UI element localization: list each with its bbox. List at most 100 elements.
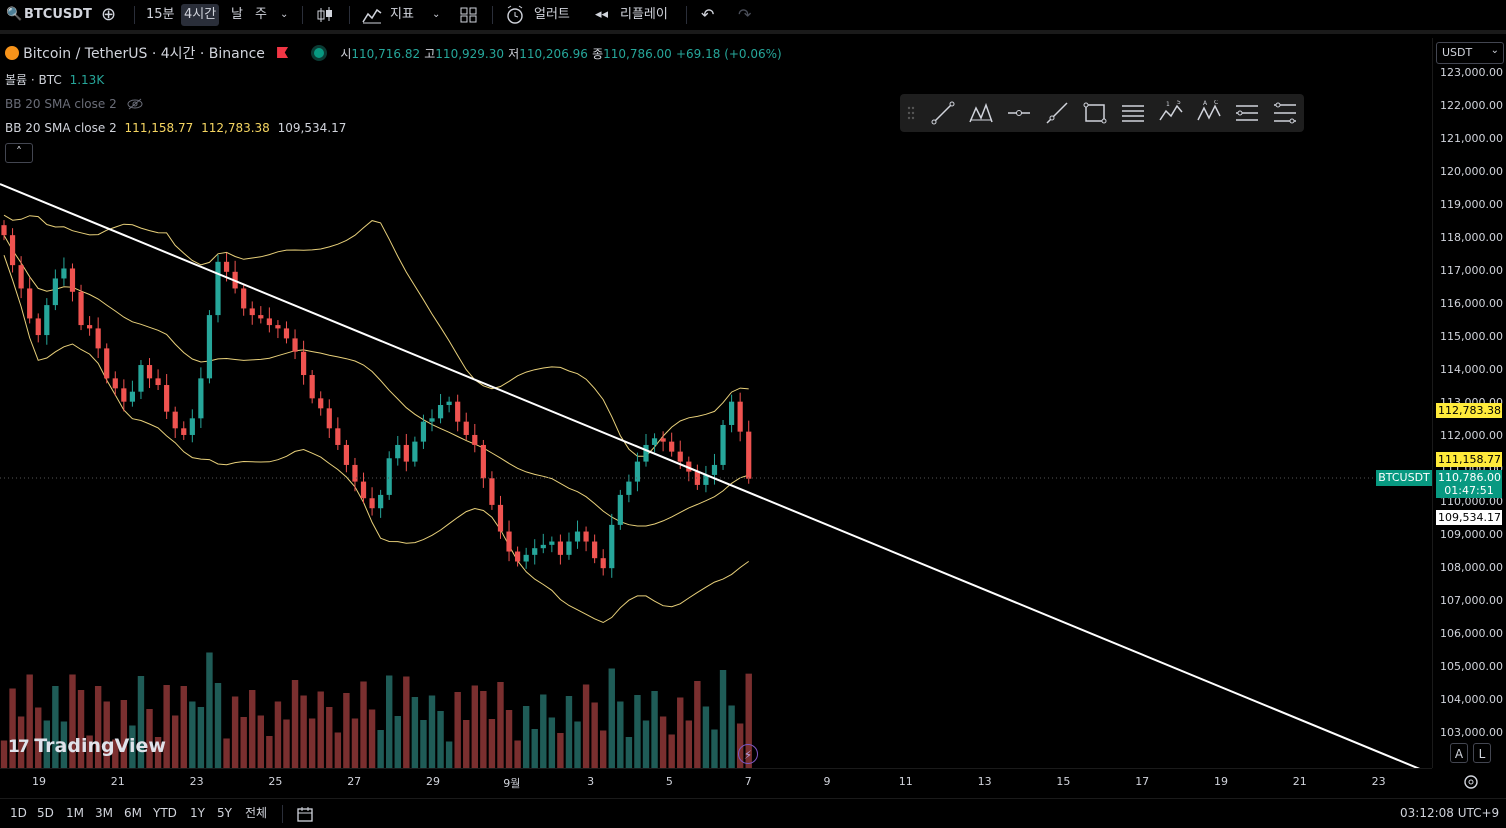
trend-line-icon[interactable] [930, 100, 956, 126]
candle-body [104, 348, 110, 379]
time-axis-label: 23 [189, 775, 204, 788]
interval-4h[interactable]: 4시간 [181, 4, 220, 26]
volume-bar [702, 706, 710, 768]
chart-settings-gear-icon[interactable] [1462, 773, 1480, 791]
price-axis-label: 110,000.00 [1440, 495, 1503, 508]
range-1m[interactable]: 1M [66, 806, 84, 820]
date-range-calendar-icon[interactable] [296, 805, 314, 823]
candlestick-series [1, 220, 752, 578]
volume-bar [548, 717, 556, 768]
volume-bar [86, 735, 93, 768]
auto-scale-button[interactable]: A [1450, 743, 1468, 763]
ray-line-icon[interactable] [1044, 100, 1070, 126]
candle-body [138, 365, 144, 392]
log-scale-button[interactable]: L [1473, 743, 1491, 763]
candle-body [318, 398, 324, 409]
range-6m[interactable]: 6M [124, 806, 142, 820]
bb-legend[interactable]: BB 20 SMA close 2 111,158.77 112,783.38 … [5, 119, 346, 137]
price-axis-label: 116,000.00 [1440, 297, 1503, 310]
currency-select[interactable]: USDT ⌄ [1436, 42, 1504, 64]
lightning-event-icon[interactable]: ⚡ [738, 744, 758, 764]
volume-legend[interactable]: 볼륨 · BTC 1.13K [5, 71, 104, 89]
range-all[interactable]: 전체 [245, 806, 268, 820]
legend-title[interactable]: Bitcoin / TetherUS · 4시간 · Binance [23, 46, 265, 62]
volume-histogram [0, 652, 752, 768]
legend-collapse-chevron-up-icon[interactable]: ˄ [5, 143, 33, 163]
volume-bar [240, 717, 247, 768]
fib-retracement-icon[interactable] [1120, 100, 1146, 126]
volume-bar [180, 686, 187, 768]
flag-icon[interactable] [277, 47, 289, 58]
volume-bar [35, 707, 42, 768]
volume-bar [146, 709, 153, 768]
bb-label: BB 20 SMA close 2 [5, 121, 117, 135]
candle-body [600, 558, 606, 569]
horizontal-ray-icon[interactable] [1006, 100, 1032, 126]
volume-bar [463, 720, 470, 768]
undo-icon[interactable]: ↶ [701, 5, 715, 24]
candle-body [566, 541, 572, 555]
price-axis-label: 106,000.00 [1440, 627, 1503, 640]
candle-body [121, 388, 127, 402]
redo-icon[interactable]: ↷ [738, 5, 752, 24]
time-axis[interactable]: 19 21 23 25 27 29 9월 3 5 7 9 11 13 15 17 19 21 23 [0, 768, 1432, 795]
interval-day[interactable]: 날 [231, 7, 243, 22]
candle-body [506, 531, 512, 552]
eye-hidden-icon[interactable] [127, 98, 143, 110]
pattern-tool-icon[interactable] [968, 100, 994, 126]
range-5d[interactable]: 5D [37, 806, 54, 820]
alarm-clock-icon[interactable] [505, 5, 525, 25]
rectangle-tool-icon[interactable] [1082, 100, 1108, 126]
interval-chevron-down-icon[interactable]: ⌄ [280, 9, 289, 20]
range-1d[interactable]: 1D [10, 806, 27, 820]
utc-clock[interactable]: 03:12:08 UTC+9 [1400, 806, 1500, 820]
range-1y[interactable]: 1Y [190, 806, 205, 820]
range-5y[interactable]: 5Y [217, 806, 232, 820]
time-axis-label: 19 [32, 775, 46, 788]
price-axis-label: 123,000.00 [1440, 66, 1503, 79]
layout-grid-icon[interactable] [460, 7, 478, 23]
volume-bar [505, 710, 513, 768]
toolbar-divider [686, 6, 687, 24]
compare-add-icon[interactable]: ⊕ [101, 4, 117, 25]
price-axis-label: 122,000.00 [1440, 99, 1503, 112]
volume-bar [223, 738, 230, 768]
candle-body [643, 444, 649, 462]
candle-body [189, 418, 195, 435]
time-axis-label: 5 [665, 775, 673, 788]
replay-button[interactable]: 리플레이 [620, 7, 668, 22]
volume-bar [43, 720, 50, 768]
symbol-search-icon[interactable]: 🔍 [6, 7, 23, 22]
replay-icon[interactable]: ◂◂ [595, 7, 609, 22]
trendline-drawing[interactable] [0, 183, 1432, 768]
price-chart[interactable] [0, 38, 1432, 768]
indicators-chevron-down-icon[interactable]: ⌄ [432, 9, 441, 20]
alerts-button[interactable]: 얼러트 [534, 7, 570, 22]
candle-body [95, 328, 101, 349]
svg-text:C: C [1214, 100, 1218, 106]
range-3m[interactable]: 3M [95, 806, 113, 820]
candle-body [292, 338, 298, 352]
volume-bar [308, 718, 316, 768]
price-range-icon[interactable] [1272, 100, 1298, 126]
chart-legend: Bitcoin / TetherUS · 4시간 · Binance 시110,… [5, 45, 782, 63]
interval-week[interactable]: 주 [255, 7, 267, 22]
symbol-name[interactable]: BTCUSDT [24, 7, 92, 22]
interval-15m[interactable]: 15분 [146, 7, 175, 22]
svg-text:5: 5 [1177, 100, 1181, 106]
range-ytd[interactable]: YTD [153, 806, 177, 820]
indicators-button[interactable]: 지표 [390, 7, 414, 22]
time-axis-label: 17 [1135, 775, 1150, 788]
ohlc-high-label: 고 [424, 47, 436, 61]
drag-handle-icon[interactable] [904, 100, 918, 126]
indicators-icon[interactable] [362, 6, 382, 24]
fib-channel-icon[interactable] [1234, 100, 1260, 126]
bb-legend-hidden[interactable]: BB 20 SMA close 2 [5, 95, 143, 113]
candle-type-icon[interactable] [316, 6, 334, 24]
volume-bar [420, 720, 427, 768]
price-axis-label: 107,000.00 [1440, 594, 1503, 607]
bb-upper-line [3, 214, 749, 457]
volume-bar [386, 675, 393, 768]
